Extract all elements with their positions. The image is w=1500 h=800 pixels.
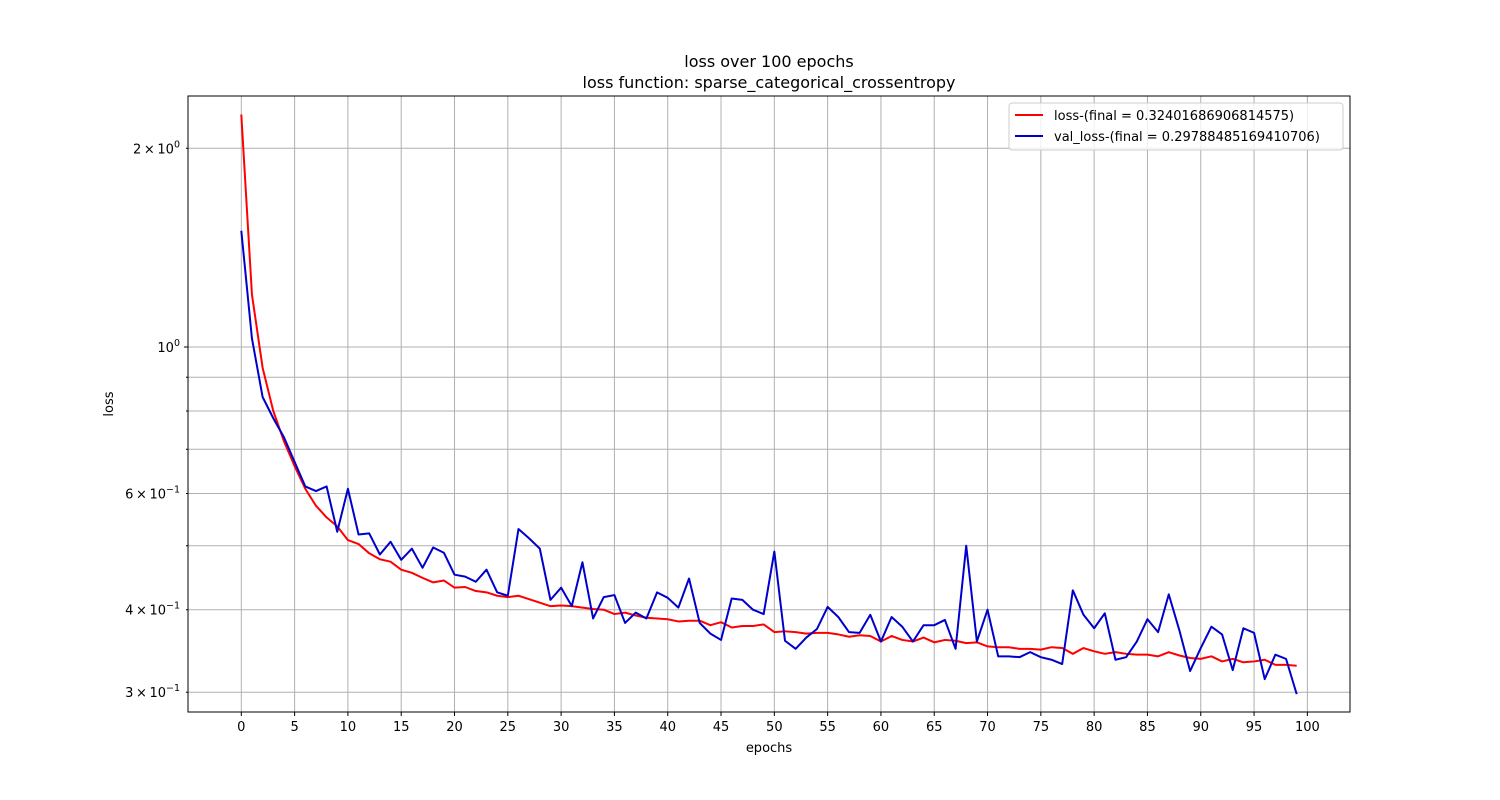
x-tick-label: 90 xyxy=(1192,720,1209,735)
y-major-tick-label: 100 xyxy=(157,338,180,356)
y-minor-tick-label: 2 × 100 xyxy=(133,139,180,157)
chart-title: loss over 100 epochs xyxy=(684,52,853,71)
x-tick-label: 0 xyxy=(237,720,245,735)
x-tick-label: 10 xyxy=(340,720,357,735)
y-tick-base: 10 xyxy=(157,341,174,356)
y-tick-exponent: 0 xyxy=(174,139,180,150)
grid xyxy=(188,96,1350,712)
x-tick-label: 20 xyxy=(446,720,463,735)
x-tick-label: 60 xyxy=(873,720,890,735)
y-tick-exponent: −1 xyxy=(166,484,180,495)
y-tick-exponent: 0 xyxy=(174,338,180,349)
series-line-1 xyxy=(240,230,1298,695)
y-minor-tick-label: 6 × 10−1 xyxy=(125,484,180,502)
y-tick-mantissa: 4 × xyxy=(125,604,149,619)
y-tick-base: 10 xyxy=(149,686,166,701)
x-tick-label: 35 xyxy=(606,720,623,735)
x-tick-label: 25 xyxy=(500,720,517,735)
x-tick-label: 95 xyxy=(1246,720,1263,735)
series-lines xyxy=(240,114,1298,695)
x-axis-label: epochs xyxy=(746,741,793,756)
plot-frame xyxy=(187,95,1351,713)
y-minor-tick-label: 4 × 10−1 xyxy=(125,601,180,619)
legend: loss-(final = 0.32401686906814575) val_lo… xyxy=(1008,102,1344,151)
x-tick-label: 30 xyxy=(553,720,570,735)
x-tick-label: 80 xyxy=(1086,720,1103,735)
series-line-0 xyxy=(240,114,1297,667)
y-tick-base: 10 xyxy=(149,487,166,502)
y-axis-label: loss xyxy=(102,391,117,416)
y-tick-exponent: −1 xyxy=(166,683,180,694)
x-tick-label: 75 xyxy=(1033,720,1050,735)
y-tick-mantissa: 6 × xyxy=(125,487,149,502)
y-tick-mantissa: 3 × xyxy=(125,686,149,701)
ticks: 0 5 10 15 20 25 30 35 40 45 50 55 60 65 70 75 80 85 90 95 10… xyxy=(125,139,1320,735)
x-tick-label: 50 xyxy=(766,720,783,735)
y-minor-tick-label: 3 × 10−1 xyxy=(125,683,180,701)
legend-label-1: val_loss-(final = 0.29788485169410706) xyxy=(1054,130,1320,145)
x-tick-label: 40 xyxy=(659,720,676,735)
x-tick-label: 85 xyxy=(1139,720,1156,735)
x-tick-label: 70 xyxy=(979,720,996,735)
y-tick-mantissa: 2 × xyxy=(133,142,157,157)
chart-subtitle: loss function: sparse_categorical_crosse… xyxy=(583,73,956,93)
x-tick-label: 55 xyxy=(819,720,836,735)
legend-label-0: loss-(final = 0.32401686906814575) xyxy=(1054,109,1294,124)
y-tick-exponent: −1 xyxy=(166,601,180,612)
x-tick-label: 65 xyxy=(926,720,943,735)
x-tick-label: 15 xyxy=(393,720,410,735)
x-tick-label: 45 xyxy=(713,720,730,735)
y-tick-base: 10 xyxy=(149,604,166,619)
legend-box xyxy=(1008,102,1344,151)
y-tick-base: 10 xyxy=(157,142,174,157)
x-tick-label: 100 xyxy=(1295,720,1320,735)
x-tick-label: 5 xyxy=(290,720,298,735)
